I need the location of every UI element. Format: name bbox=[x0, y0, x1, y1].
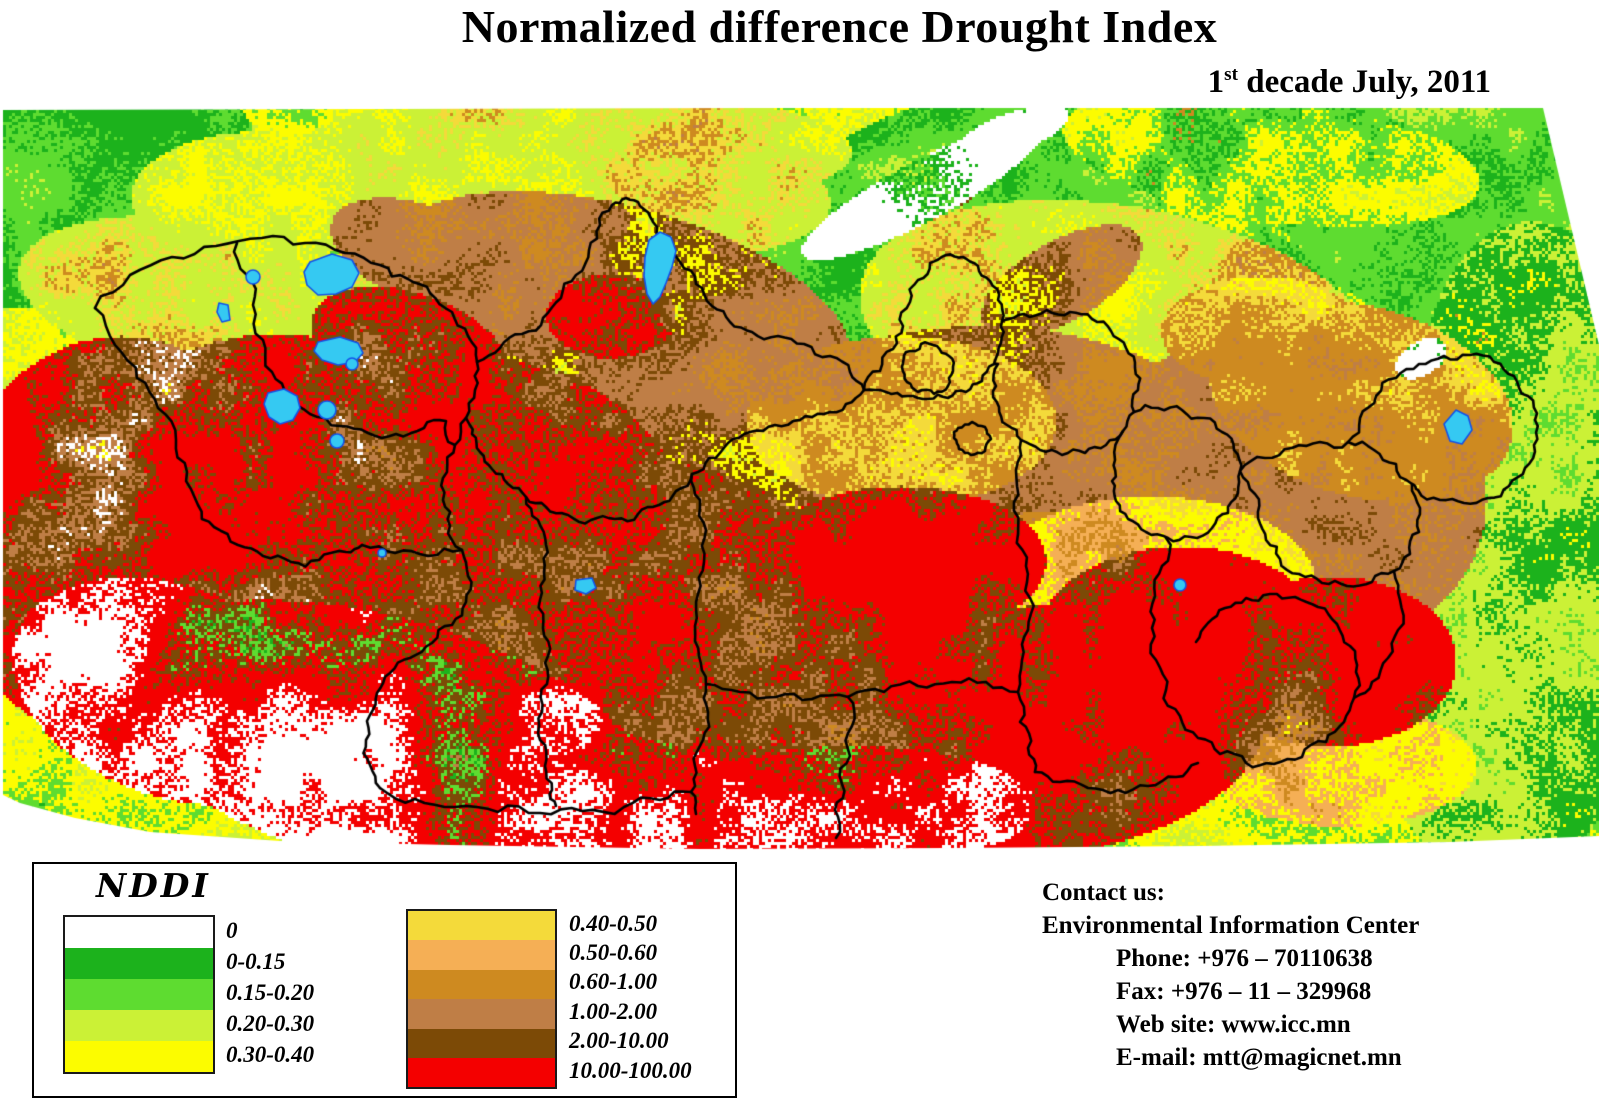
legend-label: 0.50-0.60 bbox=[569, 940, 658, 966]
contact-line: Web site: www.icc.mn bbox=[1116, 1011, 1351, 1038]
legend-label: 10.00-100.00 bbox=[569, 1057, 692, 1083]
date-label: 1st decade July, 2011 bbox=[1208, 64, 1491, 101]
date-superscript: st bbox=[1224, 64, 1238, 85]
contact-lines: Phone: +976 – 70110638 Fax: +976 – 11 – 3… bbox=[1116, 942, 1419, 1074]
contact-heading: Contact us: bbox=[1042, 879, 1165, 906]
legend-swatch bbox=[408, 999, 555, 1029]
legend-right-labels: 0.40-0.50 0.50-0.60 0.60-1.00 1.00-2.00 2.00… bbox=[569, 909, 692, 1085]
contact-block: Contact us: Environmental Information Ce… bbox=[1042, 876, 1419, 1074]
legend-label: 0.60-1.00 bbox=[569, 969, 658, 995]
legend-swatch bbox=[65, 1041, 213, 1072]
legend-label: 0.15-0.20 bbox=[226, 979, 315, 1005]
contact-line: E-mail: mtt@magicnet.mn bbox=[1116, 1044, 1402, 1071]
legend-label: 0-0.15 bbox=[226, 948, 286, 974]
legend-title: NDDI bbox=[96, 866, 211, 905]
legend-swatch bbox=[408, 911, 555, 941]
legend-label: 0.20-0.30 bbox=[226, 1010, 315, 1036]
legend-swatch bbox=[408, 1028, 555, 1058]
page-title: Normalized difference Drought Index bbox=[461, 1, 1218, 52]
contact-line: Fax: +976 – 11 – 329968 bbox=[1116, 978, 1372, 1005]
date-prefix: 1 bbox=[1207, 64, 1225, 100]
legend-label: 0 bbox=[226, 917, 238, 943]
legend-swatch bbox=[65, 1010, 213, 1041]
date-rest: decade July, 2011 bbox=[1237, 64, 1491, 100]
legend-swatch bbox=[408, 969, 555, 1000]
contact-line: Phone: +976 – 70110638 bbox=[1116, 945, 1373, 972]
legend-right-swatches bbox=[406, 909, 557, 1090]
legend-swatch bbox=[65, 948, 213, 979]
legend-swatch bbox=[65, 917, 213, 948]
legend-left-swatches bbox=[63, 915, 215, 1074]
legend-label: 0.40-0.50 bbox=[569, 910, 658, 936]
legend-swatch bbox=[408, 940, 555, 970]
legend-label: 1.00-2.00 bbox=[569, 998, 658, 1024]
legend-swatch bbox=[65, 979, 213, 1010]
legend-label: 0.30-0.40 bbox=[226, 1041, 315, 1067]
contact-org: Environmental Information Center bbox=[1042, 912, 1420, 939]
legend-box: NDDI 0 0-0.15 0.15-0.20 0.20-0.30 0.30-0.40 … bbox=[32, 862, 737, 1098]
legend-swatch bbox=[408, 1057, 555, 1088]
legend-left-labels: 0 0-0.15 0.15-0.20 0.20-0.30 0.30-0.40 bbox=[226, 915, 314, 1070]
legend-label: 2.00-10.00 bbox=[569, 1028, 669, 1054]
